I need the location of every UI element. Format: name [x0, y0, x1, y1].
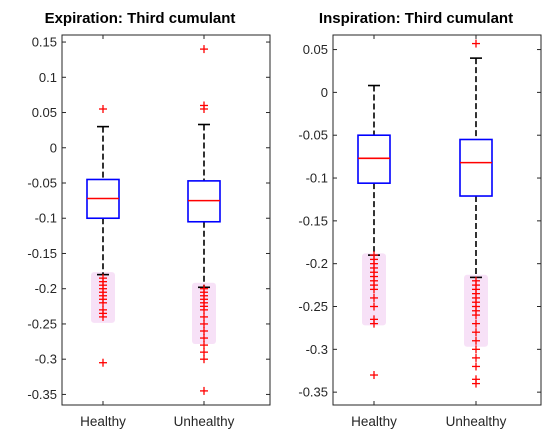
y-tick-label: -0.05	[27, 176, 57, 191]
box-group-unhealthy	[187, 45, 221, 395]
outlier-marker	[200, 319, 208, 328]
y-tick-label: -0.35	[298, 385, 328, 400]
outlier-marker	[370, 302, 378, 311]
outlier-marker	[200, 341, 208, 350]
outlier-marker	[472, 39, 480, 48]
y-tick-label: 0.15	[32, 35, 57, 50]
y-tick-label: 0	[50, 140, 57, 155]
plot-area-frame	[332, 34, 542, 406]
y-tick-label: -0.1	[35, 211, 57, 226]
outlier-marker	[472, 345, 480, 354]
y-tick-label: -0.05	[298, 128, 328, 143]
outlier-marker	[200, 348, 208, 357]
y-tick-label: 0.1	[39, 70, 57, 85]
chart-title: Inspiration: Third cumulant	[319, 10, 513, 27]
y-tick-label: -0.2	[35, 281, 57, 296]
outlier-marker	[200, 327, 208, 335]
chart-title: Expiration: Third cumulant	[45, 10, 236, 27]
box-group-healthy	[357, 84, 391, 380]
outlier-marker	[472, 328, 480, 337]
outlier-marker	[200, 386, 208, 395]
x-category-label: Unhealthy	[174, 414, 235, 429]
y-tick-label: -0.15	[298, 213, 328, 228]
iqr-box	[459, 138, 493, 197]
outlier-marker	[200, 355, 208, 364]
y-tick-label: -0.15	[27, 246, 57, 261]
outlier-marker	[472, 319, 480, 328]
x-category-label: Healthy	[80, 414, 126, 429]
y-tick-label: -0.3	[35, 352, 57, 367]
outlier-marker	[200, 45, 208, 54]
outlier-marker	[200, 334, 208, 343]
outlier-marker	[370, 319, 378, 328]
y-tick-label: 0	[321, 85, 328, 100]
outlier-marker	[472, 362, 480, 371]
outlier-marker	[370, 293, 378, 302]
iqr-box	[357, 134, 391, 184]
y-tick-label: 0.05	[303, 42, 328, 57]
y-tick-label: -0.3	[306, 342, 328, 357]
y-tick-label: -0.35	[27, 387, 57, 402]
outlier-marker	[472, 379, 480, 388]
inspiration-panel: Inspiration: Third cumulant 0.05 0 -0.05 -0…	[298, 10, 542, 429]
plot-area-frame	[61, 34, 271, 406]
outlier-marker	[370, 371, 378, 380]
outlier-marker	[99, 312, 107, 321]
expiration-panel: Expiration: Third cumulant 0.15 0.1 0.05 0 -…	[27, 10, 271, 429]
y-tick-label: -0.25	[298, 299, 328, 314]
x-category-label: Healthy	[351, 414, 397, 429]
outlier-marker	[472, 336, 480, 345]
y-tick-label: -0.25	[27, 316, 57, 331]
outlier-marker	[472, 311, 480, 320]
y-tick-label: -0.2	[306, 256, 328, 271]
box-group-healthy	[86, 105, 120, 367]
outlier-marker	[472, 353, 480, 362]
outlier-marker	[200, 105, 208, 113]
box-group-unhealthy	[459, 39, 493, 388]
outlier-marker	[99, 358, 107, 367]
y-tick-label: -0.1	[306, 171, 328, 186]
outlier-marker	[370, 285, 378, 294]
y-tick-label: 0.05	[32, 105, 57, 120]
outlier-marker	[200, 312, 208, 321]
outlier-marker	[99, 298, 107, 307]
outlier-marker	[99, 105, 107, 113]
x-category-label: Unhealthy	[446, 414, 507, 429]
outlier-marker	[200, 305, 208, 314]
